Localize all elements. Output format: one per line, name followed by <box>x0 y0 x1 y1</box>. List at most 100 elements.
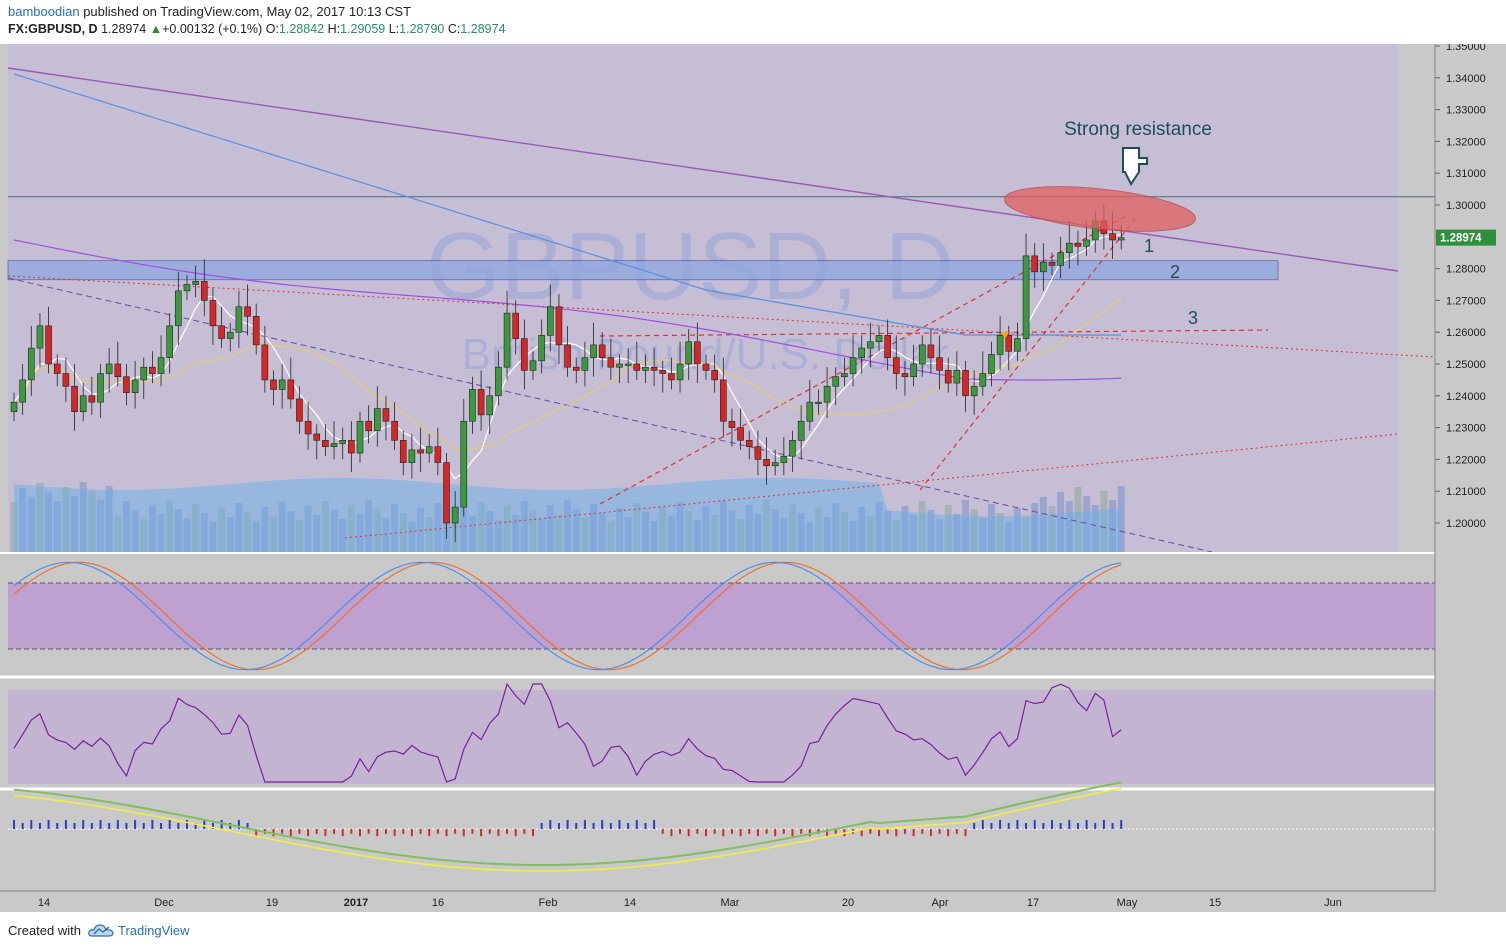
candle-body <box>131 379 139 393</box>
candle-body <box>659 370 667 374</box>
candle-body <box>1048 261 1056 266</box>
time-tick-label: 16 <box>432 897 444 909</box>
candle-body <box>797 420 805 441</box>
candle-body <box>261 344 269 381</box>
red-dotted-trendline <box>7 275 1436 358</box>
red-dashed-wedge-line <box>919 218 1136 491</box>
time-tick-label: Feb <box>539 897 558 909</box>
ohlc-close: 1.28974 <box>460 22 506 36</box>
candle-body <box>988 354 995 374</box>
time-tick-label: Mar <box>721 897 740 909</box>
price-pane[interactable]: Strong resistance 12 3 <box>7 67 1436 553</box>
candle-body <box>745 440 753 447</box>
last-price-badge <box>1436 229 1496 246</box>
candle-body <box>313 433 321 441</box>
ohlc-high-label: H: <box>327 22 341 36</box>
candle-body <box>460 420 468 508</box>
rsi-line <box>13 682 1122 783</box>
candle-body <box>979 373 987 387</box>
red-dotted-support-line <box>344 433 1399 539</box>
published-text: published on TradingView.com, May 02, 20… <box>83 4 412 19</box>
candle-body <box>304 420 312 435</box>
candle-body <box>962 370 969 397</box>
candle-body <box>970 385 978 397</box>
candle-body <box>469 389 476 422</box>
candle-body <box>382 408 390 422</box>
price-tick-label: 1.33000 <box>1446 105 1486 117</box>
time-tick-label: Apr <box>931 897 948 909</box>
candle-body <box>884 335 891 358</box>
candle-body <box>1040 261 1047 273</box>
candle-body <box>356 420 364 454</box>
candle-body <box>650 366 658 371</box>
price-tick-label: 1.26000 <box>1446 327 1486 339</box>
candle-body <box>270 379 277 390</box>
candle-body <box>62 373 70 387</box>
candle-body <box>296 398 303 422</box>
candle-body <box>694 341 701 365</box>
candle-body <box>1005 335 1013 352</box>
candle-body <box>936 357 943 371</box>
tradingview-link[interactable]: TradingView <box>118 923 190 938</box>
candle-body <box>598 344 606 358</box>
candle-body <box>771 462 779 467</box>
candle-body <box>737 427 744 441</box>
ohlc-open-label: O: <box>265 22 279 36</box>
time-axis[interactable] <box>0 891 1506 912</box>
candle-body <box>546 306 554 336</box>
candle-body <box>166 325 173 358</box>
candle-body <box>157 357 165 374</box>
ma-blue <box>13 73 1122 336</box>
candle-body <box>685 341 693 365</box>
candle-body <box>858 347 866 358</box>
candle-body <box>79 395 87 412</box>
up-arrow-icon: ▲ <box>149 22 163 36</box>
candle-body <box>607 357 615 368</box>
channel-shading <box>8 44 1398 552</box>
candle-body <box>53 363 61 374</box>
stochastic-pane[interactable]: 100.000075.000050.000025.00000.0000 <box>8 555 1486 679</box>
last-price-badge-text: 1.28974 <box>1440 233 1482 245</box>
candle-body <box>140 366 148 381</box>
candle-body <box>572 366 580 371</box>
publisher-link[interactable]: bamboodian <box>8 4 80 19</box>
candle-body <box>780 455 788 463</box>
candle-body <box>425 446 433 454</box>
symbol-label[interactable]: FX:GBPUSD, D <box>8 22 98 36</box>
time-tick-label: 17 <box>1027 897 1039 909</box>
stoch-d-line <box>13 561 1122 671</box>
candle-body <box>486 395 494 416</box>
price-tick-label: 1.21000 <box>1446 486 1486 498</box>
time-tick-label: 15 <box>1209 897 1221 909</box>
candle-body <box>849 357 857 374</box>
price-axis[interactable] <box>1435 44 1506 912</box>
ohlc-low: 1.28790 <box>399 22 445 36</box>
pointing-hand-icon <box>1122 147 1148 186</box>
resistance-annotation: Strong resistance <box>1064 119 1212 140</box>
candle-body <box>287 379 295 400</box>
candle-body <box>348 440 355 454</box>
neckline <box>599 329 1269 337</box>
candle-body <box>616 363 623 368</box>
chart-footer: Created with TradingView <box>0 912 1506 948</box>
candle-body <box>192 281 199 285</box>
candle-body <box>867 341 874 349</box>
candle-body <box>322 440 329 447</box>
time-tick-label: May <box>1117 897 1138 909</box>
candle-body <box>244 306 251 317</box>
candle-body <box>711 370 718 381</box>
candle-body <box>330 443 338 447</box>
rsi-pane[interactable]: 60.000040.0000 <box>8 682 1480 784</box>
label-3: 3 <box>1188 308 1198 328</box>
symbol-line: FX:GBPUSD, D 1.28974 ▲+0.00132 (+0.1%) O… <box>8 22 506 36</box>
price-tick-label: 1.25000 <box>1446 359 1486 371</box>
created-with-text: Created with <box>8 923 81 938</box>
chart-header: bamboodian published on TradingView.com,… <box>0 0 1506 44</box>
candle-body <box>944 370 952 384</box>
chart-canvas[interactable]: GBPUSD, D British Pound/U.S. Dollar Stro… <box>0 44 1506 912</box>
candle-body <box>1074 242 1082 247</box>
price-tick-label: 1.34000 <box>1446 73 1486 85</box>
candle-body <box>373 408 381 432</box>
candle-body <box>1031 255 1038 273</box>
candle-body <box>754 446 762 460</box>
